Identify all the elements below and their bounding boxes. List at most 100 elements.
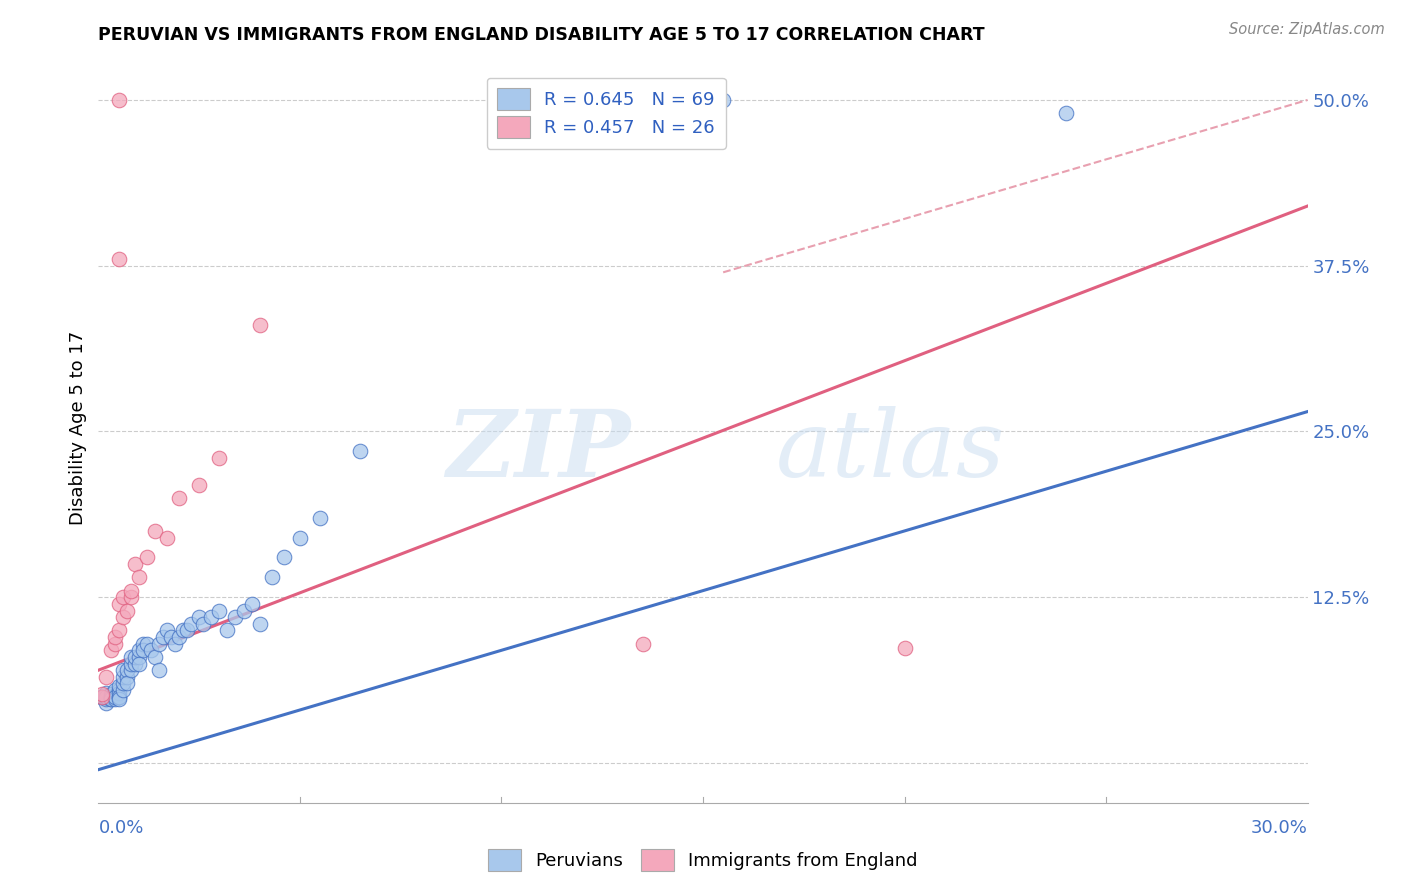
Point [120,657,142,671]
Point [160,630,183,644]
Point [91,690,114,704]
Point [115,663,138,677]
Point [107,252,129,266]
Point [107,679,129,693]
Point [143,649,166,664]
Point [148,637,170,651]
Point [132,643,155,657]
Point [96,670,118,684]
Point [120,591,142,605]
Text: 30.0%: 30.0% [1251,819,1308,837]
Point [91,690,114,704]
Point [120,649,142,664]
Point [96,690,118,704]
Point [107,624,129,638]
Point [103,683,125,698]
Point [288,531,311,545]
Point [91,690,114,704]
Point [107,93,129,107]
Text: Source: ZipAtlas.com: Source: ZipAtlas.com [1229,22,1385,37]
Point [111,610,134,624]
Point [100,690,122,704]
Point [107,690,129,704]
Point [193,616,215,631]
Point [167,630,190,644]
Point [200,610,222,624]
Point [232,603,254,617]
Point [96,690,118,704]
Point [217,624,239,638]
Text: PERUVIAN VS IMMIGRANTS FROM ENGLAND DISABILITY AGE 5 TO 17 CORRELATION CHART: PERUVIAN VS IMMIGRANTS FROM ENGLAND DISA… [98,26,986,44]
Point [96,696,118,710]
Point [100,692,122,706]
Point [128,643,150,657]
Point [107,692,129,706]
Point [100,692,122,706]
Point [1054,106,1077,120]
Point [128,657,150,671]
Point [115,670,138,684]
Point [156,624,179,638]
Point [260,570,283,584]
Point [148,663,170,677]
Point [349,444,371,458]
Point [128,570,150,584]
Point [91,690,114,704]
Point [115,676,138,690]
Text: 0.0%: 0.0% [98,819,143,837]
Point [249,616,271,631]
Point [100,687,122,701]
Legend: R = 0.645   N = 69, R = 0.457   N = 26: R = 0.645 N = 69, R = 0.457 N = 26 [486,78,725,149]
Point [111,591,134,605]
Point [103,630,125,644]
Point [176,624,198,638]
Point [188,477,211,491]
Point [124,557,146,571]
Point [163,637,186,651]
Point [309,510,332,524]
Point [208,603,231,617]
Point [120,583,142,598]
Point [111,670,134,684]
Point [120,663,142,677]
Point [224,610,246,624]
Point [249,318,271,333]
Point [115,603,138,617]
Point [143,524,166,538]
Point [111,683,134,698]
Point [124,657,146,671]
Legend: Peruvians, Immigrants from England: Peruvians, Immigrants from England [481,842,925,879]
Point [240,597,263,611]
Point [208,450,231,465]
Point [139,643,162,657]
Y-axis label: Disability Age 5 to 17: Disability Age 5 to 17 [69,331,87,525]
Point [107,597,129,611]
Point [273,550,295,565]
Point [103,690,125,704]
Point [167,491,190,505]
Point [96,692,118,706]
Point [111,676,134,690]
Point [188,610,211,624]
Point [100,643,122,657]
Point [135,637,157,651]
Point [128,649,150,664]
Point [124,649,146,664]
Point [96,686,118,700]
Point [152,630,174,644]
Point [180,616,202,631]
Point [711,93,734,107]
Text: atlas: atlas [776,406,1005,496]
Point [631,637,654,651]
Text: ZIP: ZIP [446,406,630,496]
Point [100,690,122,704]
Point [91,690,114,704]
Point [103,637,125,651]
Point [111,663,134,677]
Point [156,531,179,545]
Point [91,687,114,701]
Point [107,683,129,698]
Point [135,550,157,565]
Point [132,637,155,651]
Point [107,686,129,700]
